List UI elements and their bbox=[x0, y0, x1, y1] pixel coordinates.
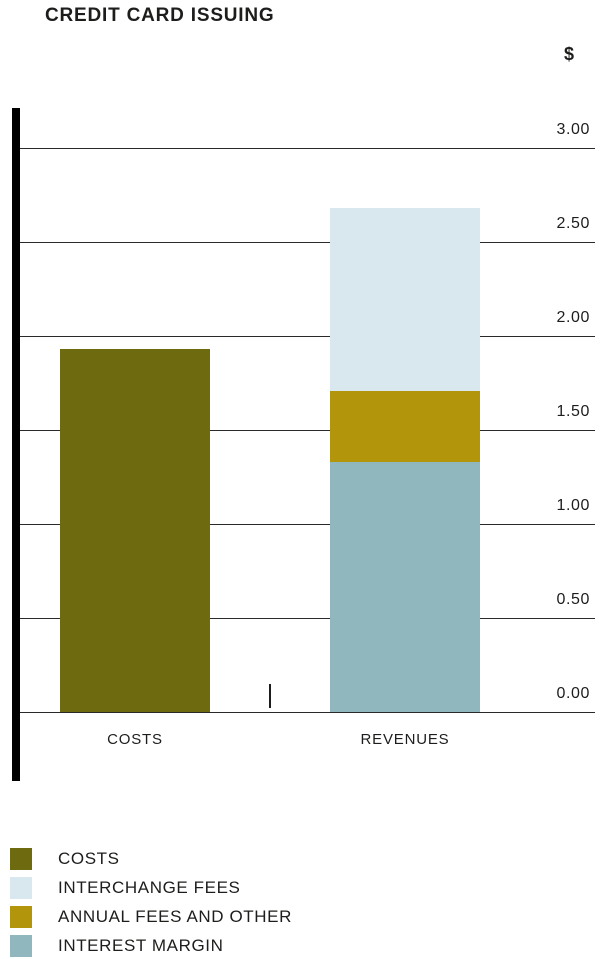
y-axis-line bbox=[12, 108, 20, 781]
legend-label: INTERCHANGE FEES bbox=[58, 878, 241, 897]
legend-label: ANNUAL FEES AND OTHER bbox=[58, 907, 292, 926]
gridline bbox=[20, 148, 595, 149]
y-tick-label: 0.50 bbox=[556, 591, 590, 608]
y-tick-label: 1.50 bbox=[556, 403, 590, 420]
legend-item: ANNUAL FEES AND OTHER bbox=[10, 906, 292, 928]
bar-segment-interchange-fees bbox=[330, 208, 480, 391]
legend-swatch bbox=[10, 906, 32, 928]
category-divider-tick bbox=[269, 684, 271, 708]
legend-item: INTERCHANGE FEES bbox=[10, 877, 292, 899]
y-tick-label: 2.00 bbox=[556, 309, 590, 326]
legend: COSTS INTERCHANGE FEES ANNUAL FEES AND OTH… bbox=[10, 848, 292, 959]
x-category-label: REVENUES bbox=[360, 731, 450, 748]
x-category-label: COSTS bbox=[107, 731, 163, 748]
bar-segment-interest-margin bbox=[330, 461, 480, 712]
y-tick-label: 2.50 bbox=[556, 215, 590, 232]
legend-swatch bbox=[10, 848, 32, 870]
legend-item: INTEREST MARGIN bbox=[10, 935, 292, 957]
gridline bbox=[20, 712, 595, 713]
gridline bbox=[20, 618, 595, 619]
legend-swatch bbox=[10, 877, 32, 899]
bar-segment-annual-fees-and-other bbox=[330, 390, 480, 462]
y-tick-label: 3.00 bbox=[556, 121, 590, 138]
y-tick-label: 1.00 bbox=[556, 497, 590, 514]
legend-swatch bbox=[10, 935, 32, 957]
gridline bbox=[20, 242, 595, 243]
legend-label: COSTS bbox=[58, 849, 120, 868]
gridline bbox=[20, 336, 595, 337]
gridline bbox=[20, 430, 595, 431]
gridline bbox=[20, 524, 595, 525]
currency-unit-label: $ bbox=[563, 44, 574, 64]
page-title: CREDIT CARD ISSUING bbox=[45, 5, 275, 26]
legend-label: INTEREST MARGIN bbox=[58, 936, 224, 955]
legend-item: COSTS bbox=[10, 848, 292, 870]
bar-segment-costs bbox=[60, 349, 210, 712]
y-tick-label: 0.00 bbox=[556, 685, 590, 702]
